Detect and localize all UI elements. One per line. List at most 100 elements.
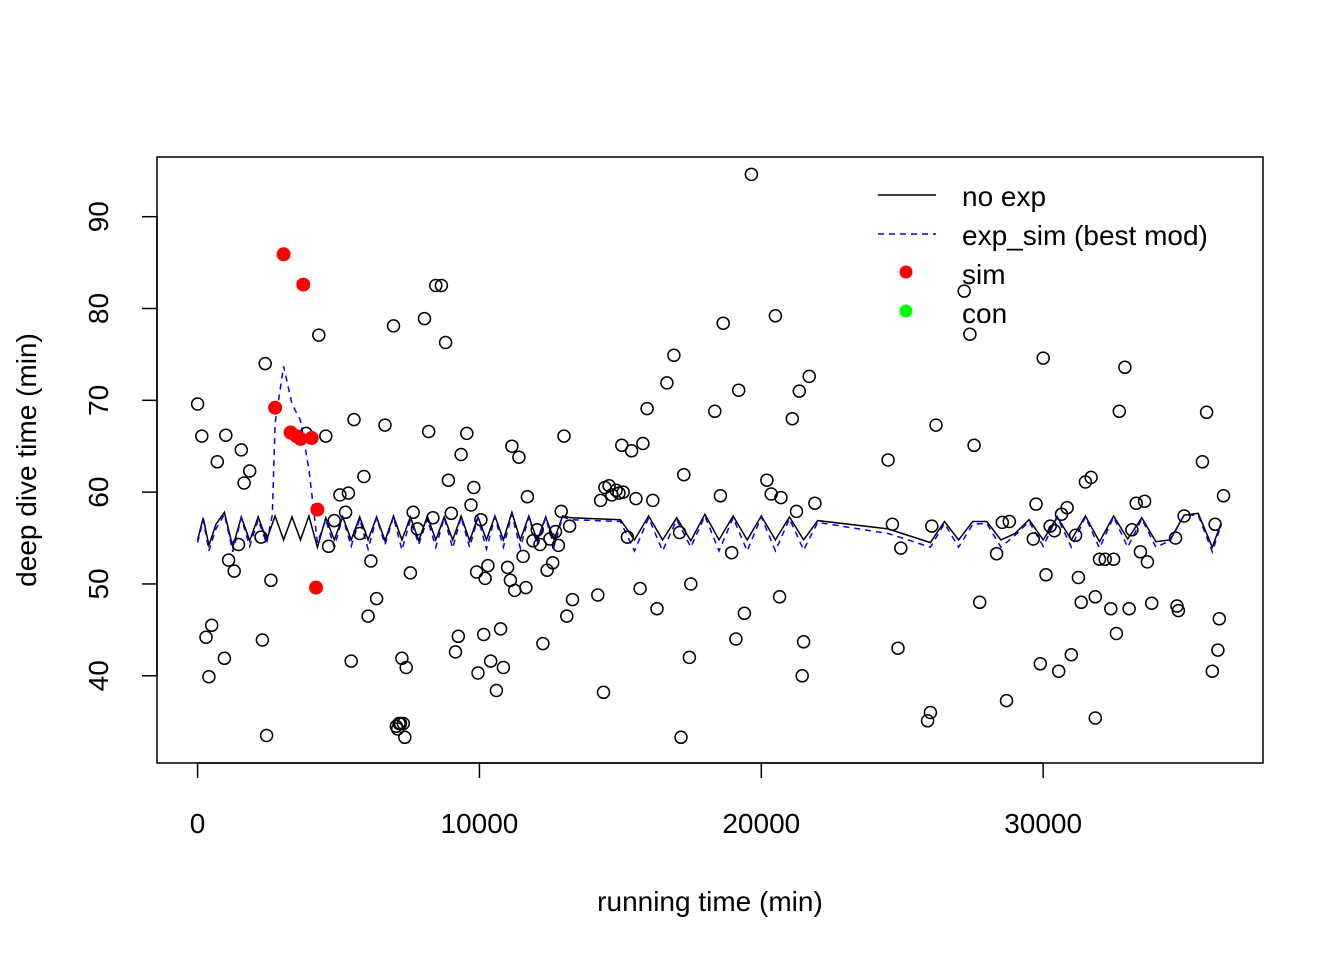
data-point: [1144, 596, 1159, 610]
data-point: [396, 716, 411, 731]
data-point: [434, 278, 449, 293]
data-point: [493, 622, 508, 636]
data-point: [327, 513, 342, 528]
data-point: [684, 577, 698, 591]
data-point: [530, 523, 544, 537]
data-point: [1212, 612, 1227, 626]
data-point: [795, 669, 809, 683]
data-point: [483, 654, 498, 668]
data-point: [474, 512, 488, 527]
data-point: [554, 504, 568, 519]
x-axis-label: running time (min): [597, 886, 823, 917]
data-point: [1051, 664, 1066, 678]
data-point: [210, 455, 225, 469]
data-point: [202, 669, 216, 684]
data-point: [1074, 595, 1088, 610]
data-point: [195, 429, 209, 443]
data-point: [1140, 555, 1155, 569]
data-point: [1084, 470, 1098, 485]
data-point: [602, 478, 616, 493]
data-point: [1071, 570, 1086, 585]
data-point: [672, 525, 687, 540]
data-point: [963, 327, 977, 341]
data-point: [708, 404, 722, 419]
data-point: [995, 515, 1010, 530]
data-point: [464, 498, 478, 512]
data-point: [1068, 528, 1083, 543]
y-tick-label: 60: [83, 477, 114, 508]
data-point: [929, 418, 943, 432]
data-point: [338, 505, 353, 520]
data-point: [1195, 455, 1210, 469]
data-point: [724, 545, 739, 560]
data-point: [640, 401, 654, 416]
data-point: [785, 411, 800, 426]
data-point: [199, 630, 213, 644]
sim-point: [310, 502, 325, 517]
data-point: [609, 483, 623, 498]
data-point: [398, 730, 412, 745]
data-point: [545, 556, 560, 570]
data-point: [237, 476, 251, 490]
data-point: [1047, 523, 1062, 538]
data-point: [1208, 517, 1222, 532]
data-point: [319, 429, 333, 443]
data-point: [231, 537, 246, 552]
data-point: [1177, 509, 1191, 523]
data-point: [731, 383, 746, 397]
data-point: [624, 444, 639, 458]
data-point: [646, 493, 660, 508]
data-point: [1064, 647, 1079, 662]
data-point: [489, 683, 504, 698]
data-point: [255, 633, 270, 647]
data-point: [565, 592, 580, 607]
y-tick-label: 40: [83, 660, 114, 691]
data-point: [1060, 500, 1074, 515]
data-point: [1033, 657, 1048, 671]
data-point: [469, 565, 484, 579]
data-point: [451, 629, 466, 644]
data-point: [1129, 496, 1143, 510]
data-point: [421, 424, 436, 439]
data-point: [548, 524, 563, 539]
data-point: [774, 490, 788, 505]
data-point: [369, 591, 384, 606]
plot-frame: [156, 156, 1264, 764]
data-point: [957, 284, 971, 298]
x-tick-label: 20000: [722, 808, 800, 839]
legend: no exp exp_sim (best mod) sim con: [878, 181, 1208, 329]
data-point: [438, 335, 453, 350]
x-tick-label: 0: [190, 808, 206, 839]
data-point: [536, 636, 550, 651]
data-point: [454, 447, 468, 462]
data-point: [219, 428, 233, 442]
y-axis-label: deep dive time (min): [11, 333, 42, 587]
data-point: [768, 309, 783, 323]
data-point: [633, 581, 647, 596]
legend-label-exp-sim: exp_sim (best mod): [962, 220, 1208, 251]
data-point: [426, 511, 440, 525]
data-point: [923, 705, 938, 720]
data-point: [925, 519, 939, 533]
data-point: [361, 609, 375, 623]
data-point: [789, 504, 804, 519]
data-point: [674, 730, 688, 745]
data-point: [1039, 568, 1053, 582]
data-point: [620, 530, 635, 544]
data-point: [403, 566, 418, 580]
data-point: [713, 489, 728, 503]
data-point: [650, 601, 664, 616]
data-point: [772, 590, 787, 604]
data-point: [516, 549, 530, 564]
data-point: [410, 522, 425, 536]
x-tick-label: 10000: [441, 808, 519, 839]
data-point: [364, 554, 378, 568]
legend-marker-sim: [899, 265, 913, 279]
data-point: [505, 439, 519, 453]
data-point: [667, 348, 681, 363]
sim-point: [296, 277, 311, 292]
data-point: [1205, 664, 1220, 678]
data-point: [476, 627, 491, 642]
